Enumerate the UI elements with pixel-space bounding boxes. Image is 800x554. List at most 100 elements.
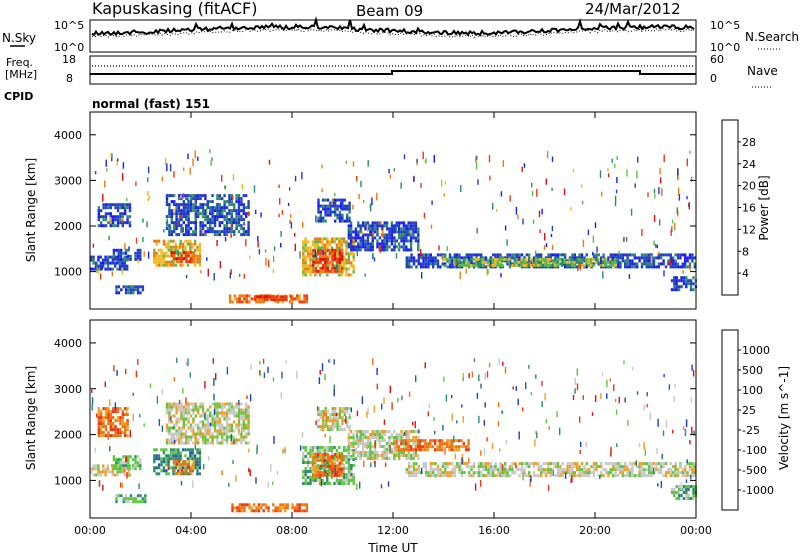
data-cell [450, 439, 453, 443]
data-cell [91, 404, 93, 411]
data-cell [317, 419, 320, 423]
data-cell [278, 295, 281, 299]
data-cell [221, 206, 224, 210]
data-cell [124, 413, 127, 417]
data-cell [518, 468, 521, 472]
data-cell [481, 263, 485, 267]
data-cell [102, 206, 105, 210]
data-cell [206, 200, 209, 204]
data-cell [318, 482, 322, 485]
data-cell [670, 491, 674, 494]
y-tick-label: 4000 [54, 129, 82, 142]
data-cell [179, 451, 182, 455]
data-cell [170, 426, 173, 430]
data-cell [170, 438, 173, 442]
data-cell [417, 239, 420, 243]
data-cell [177, 218, 181, 222]
data-cell [309, 470, 312, 473]
data-cell [245, 503, 249, 507]
data-cell [114, 431, 117, 435]
data-cell [692, 488, 695, 491]
data-cell [496, 260, 499, 264]
data-cell [112, 464, 116, 468]
data-cell [410, 253, 413, 257]
data-cell [314, 246, 317, 250]
data-cell [129, 430, 131, 438]
data-cell [349, 221, 353, 225]
data-cell [546, 263, 550, 267]
data-cell [317, 452, 320, 456]
data-cell [465, 465, 468, 469]
data-cell [298, 506, 301, 510]
data-cell [645, 253, 648, 257]
data-cell [415, 375, 417, 382]
data-cell [211, 438, 214, 442]
data-cell [638, 471, 641, 475]
data-cell [193, 251, 197, 255]
data-cell [472, 471, 476, 475]
data-cell [125, 456, 128, 462]
data-cell [383, 433, 386, 436]
data-cell [197, 405, 200, 409]
data-cell [592, 465, 596, 469]
data-cell [638, 468, 641, 472]
data-cell [492, 253, 495, 257]
data-cell [381, 229, 384, 238]
data-cell [198, 254, 202, 258]
data-cell [314, 257, 317, 261]
data-cell [345, 455, 348, 458]
data-cell [609, 462, 612, 466]
data-cell [390, 230, 394, 234]
data-cell [122, 464, 125, 468]
data-cell [326, 207, 330, 211]
data-cell [194, 402, 197, 406]
data-cell [153, 457, 156, 461]
data-cell [361, 439, 365, 442]
data-cell [121, 410, 124, 414]
data-cell [400, 436, 403, 439]
data-cell [115, 500, 118, 504]
data-cell [672, 471, 675, 475]
data-cell [549, 474, 552, 478]
data-cell [501, 257, 504, 261]
data-cell [204, 197, 207, 201]
data-cell [361, 233, 365, 237]
data-cell [100, 209, 103, 213]
data-cell [614, 462, 617, 466]
data-cell [284, 503, 287, 507]
data-cell [189, 209, 193, 213]
data-cell [177, 417, 181, 421]
data-cell [354, 430, 358, 433]
data-cell [628, 274, 631, 279]
data-cell [328, 255, 331, 259]
data-cell [228, 227, 231, 231]
data-cell [185, 423, 188, 427]
data-cell [492, 465, 495, 469]
data-cell [139, 251, 142, 255]
data-cell [232, 195, 234, 200]
data-cell [112, 455, 116, 459]
data-cell [235, 197, 238, 201]
data-cell [397, 236, 401, 240]
data-cell [199, 206, 202, 210]
data-cell [385, 454, 389, 457]
data-cell [570, 207, 572, 211]
data-cell [486, 268, 488, 276]
data-cell [213, 206, 217, 210]
data-cell [676, 474, 680, 478]
data-cell [185, 411, 188, 415]
data-cell [361, 433, 365, 436]
data-cell [692, 288, 695, 292]
data-cell [177, 194, 181, 198]
data-cell [364, 248, 367, 252]
data-cell [240, 215, 243, 219]
data-cell [359, 433, 362, 436]
data-cell [127, 288, 130, 292]
data-cell [223, 206, 226, 210]
data-cell [631, 474, 634, 478]
data-cell [247, 200, 250, 204]
data-cell [170, 420, 173, 424]
data-cell [342, 240, 346, 244]
data-cell [316, 253, 318, 260]
data-cell [448, 448, 451, 452]
